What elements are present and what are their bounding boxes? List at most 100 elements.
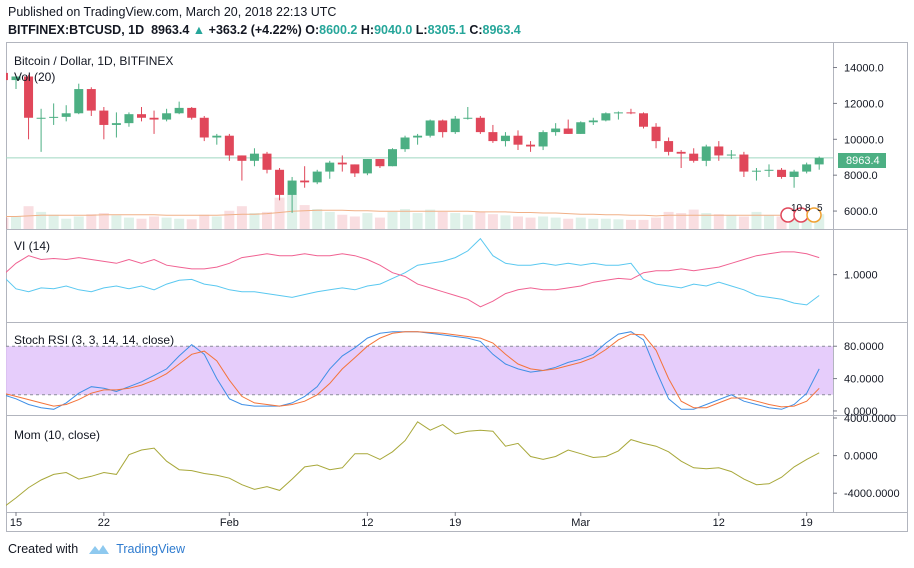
candle-body (388, 149, 397, 167)
candle-body (262, 153, 272, 170)
volume-bar (6, 217, 9, 229)
volume-bar (387, 211, 398, 229)
volume-bar (613, 219, 624, 229)
vi-pane-title: VI (14) (14, 239, 50, 253)
candle-body (726, 154, 736, 156)
volume-bar (412, 213, 423, 229)
volume-bar (61, 218, 72, 229)
tradingview-logo-icon (89, 545, 110, 554)
volume-bar (726, 215, 737, 229)
y-tick-label: 6000.0 (844, 206, 878, 218)
volume-bar (374, 217, 385, 229)
candle-body (111, 123, 121, 125)
y-tick-label: 0.0000 (844, 406, 878, 418)
volume-bar (638, 219, 649, 229)
event-badges: 10 8 5 (780, 203, 823, 223)
candle-body (11, 76, 21, 81)
candle-body (413, 135, 423, 138)
volume-ma-line (6, 209, 820, 217)
candle-body (714, 146, 724, 156)
price-scale-labels: 14000.0 12000.0 10000.0 8000.0 6000.0 1.0000 8… (833, 63, 900, 500)
volume-bar (48, 214, 59, 229)
candle-body (613, 112, 623, 114)
candle-body (249, 153, 259, 161)
y-tick-label: 1.0000 (844, 270, 878, 282)
time-scale-labels: 15 22 Feb 12 19 Mar 12 19 (10, 512, 813, 529)
volume-bar (462, 214, 473, 229)
volume-bars (6, 194, 825, 229)
volume-bar (23, 206, 34, 229)
volume-bar (425, 209, 436, 229)
volume-bar (575, 217, 586, 229)
volume-bar (475, 211, 486, 229)
volume-bar (814, 214, 825, 229)
volume-bar (764, 215, 774, 229)
volume-bar (738, 216, 749, 229)
candle-body (362, 159, 372, 174)
volume-bar (513, 216, 523, 229)
candle-body (99, 110, 109, 125)
volume-bar (588, 218, 599, 229)
volume-bar (161, 217, 172, 229)
candle-body (162, 113, 172, 120)
volume-bar (688, 209, 699, 229)
candle-body (475, 117, 485, 133)
volume-bar (11, 216, 21, 229)
candle-body (551, 128, 561, 133)
candle-body (626, 112, 636, 114)
tradingview-brand-link[interactable]: TradingView (116, 542, 185, 556)
candle-body (563, 128, 573, 134)
volume-bar (98, 213, 109, 229)
volume-bar (437, 211, 448, 229)
open-value: 8600.2 (319, 23, 358, 37)
candle-body (676, 151, 686, 154)
candle-body (337, 162, 347, 165)
high-value: 9040.0 (374, 23, 413, 37)
candle-body (325, 162, 335, 172)
candle-body (513, 135, 523, 145)
badge-count-1: 10 (791, 203, 803, 214)
stoch-d-line (6, 331, 820, 409)
volume-bar (211, 216, 222, 229)
chart-border (6, 42, 908, 532)
candle-body (199, 117, 209, 138)
volume-bar (625, 219, 636, 229)
low-value: 8305.1 (427, 23, 466, 37)
volume-bar (362, 213, 373, 229)
candle-body (463, 117, 473, 119)
candle-body (777, 169, 787, 177)
volume-bar (550, 217, 561, 229)
candle-body (237, 155, 247, 161)
stoch-overbought-oversold-band (6, 346, 833, 395)
candle-body (576, 122, 586, 134)
last-price-tag-label: 8963.4 (846, 155, 880, 167)
y-tick-label: -4000.0000 (844, 488, 900, 500)
candle-body (751, 170, 761, 172)
y-tick-label: 14000.0 (844, 63, 884, 75)
volume-bar (776, 216, 787, 229)
volume-overlay-label: Vol (20) (14, 70, 55, 84)
chart-canvas[interactable]: 14000.0 12000.0 10000.0 8000.0 6000.0 1.0000 8… (6, 42, 908, 532)
candle-body (187, 107, 197, 118)
close-value: 8963.4 (482, 23, 521, 37)
volume-bar (525, 217, 536, 229)
x-tick-label: Feb (220, 517, 239, 529)
volume-bar (274, 197, 285, 229)
volume-bar (262, 211, 272, 229)
candle-body (814, 157, 824, 165)
candle-body (174, 107, 184, 114)
stoch-pane-title: Stoch RSI (3, 3, 14, 14, close) (14, 333, 174, 347)
candle-body (6, 72, 8, 81)
y-tick-label: 12000.0 (844, 98, 884, 110)
candle-body (49, 116, 59, 118)
volume-bar (600, 218, 611, 229)
candle-body (149, 117, 159, 120)
low-label: L: (415, 23, 428, 37)
x-tick-label: 12 (713, 517, 725, 529)
candle-body (61, 113, 71, 117)
candle-body (538, 132, 548, 147)
candle-body (275, 169, 285, 195)
x-tick-label: 19 (449, 517, 461, 529)
volume-bar (36, 211, 47, 229)
volume-bar (312, 209, 323, 229)
